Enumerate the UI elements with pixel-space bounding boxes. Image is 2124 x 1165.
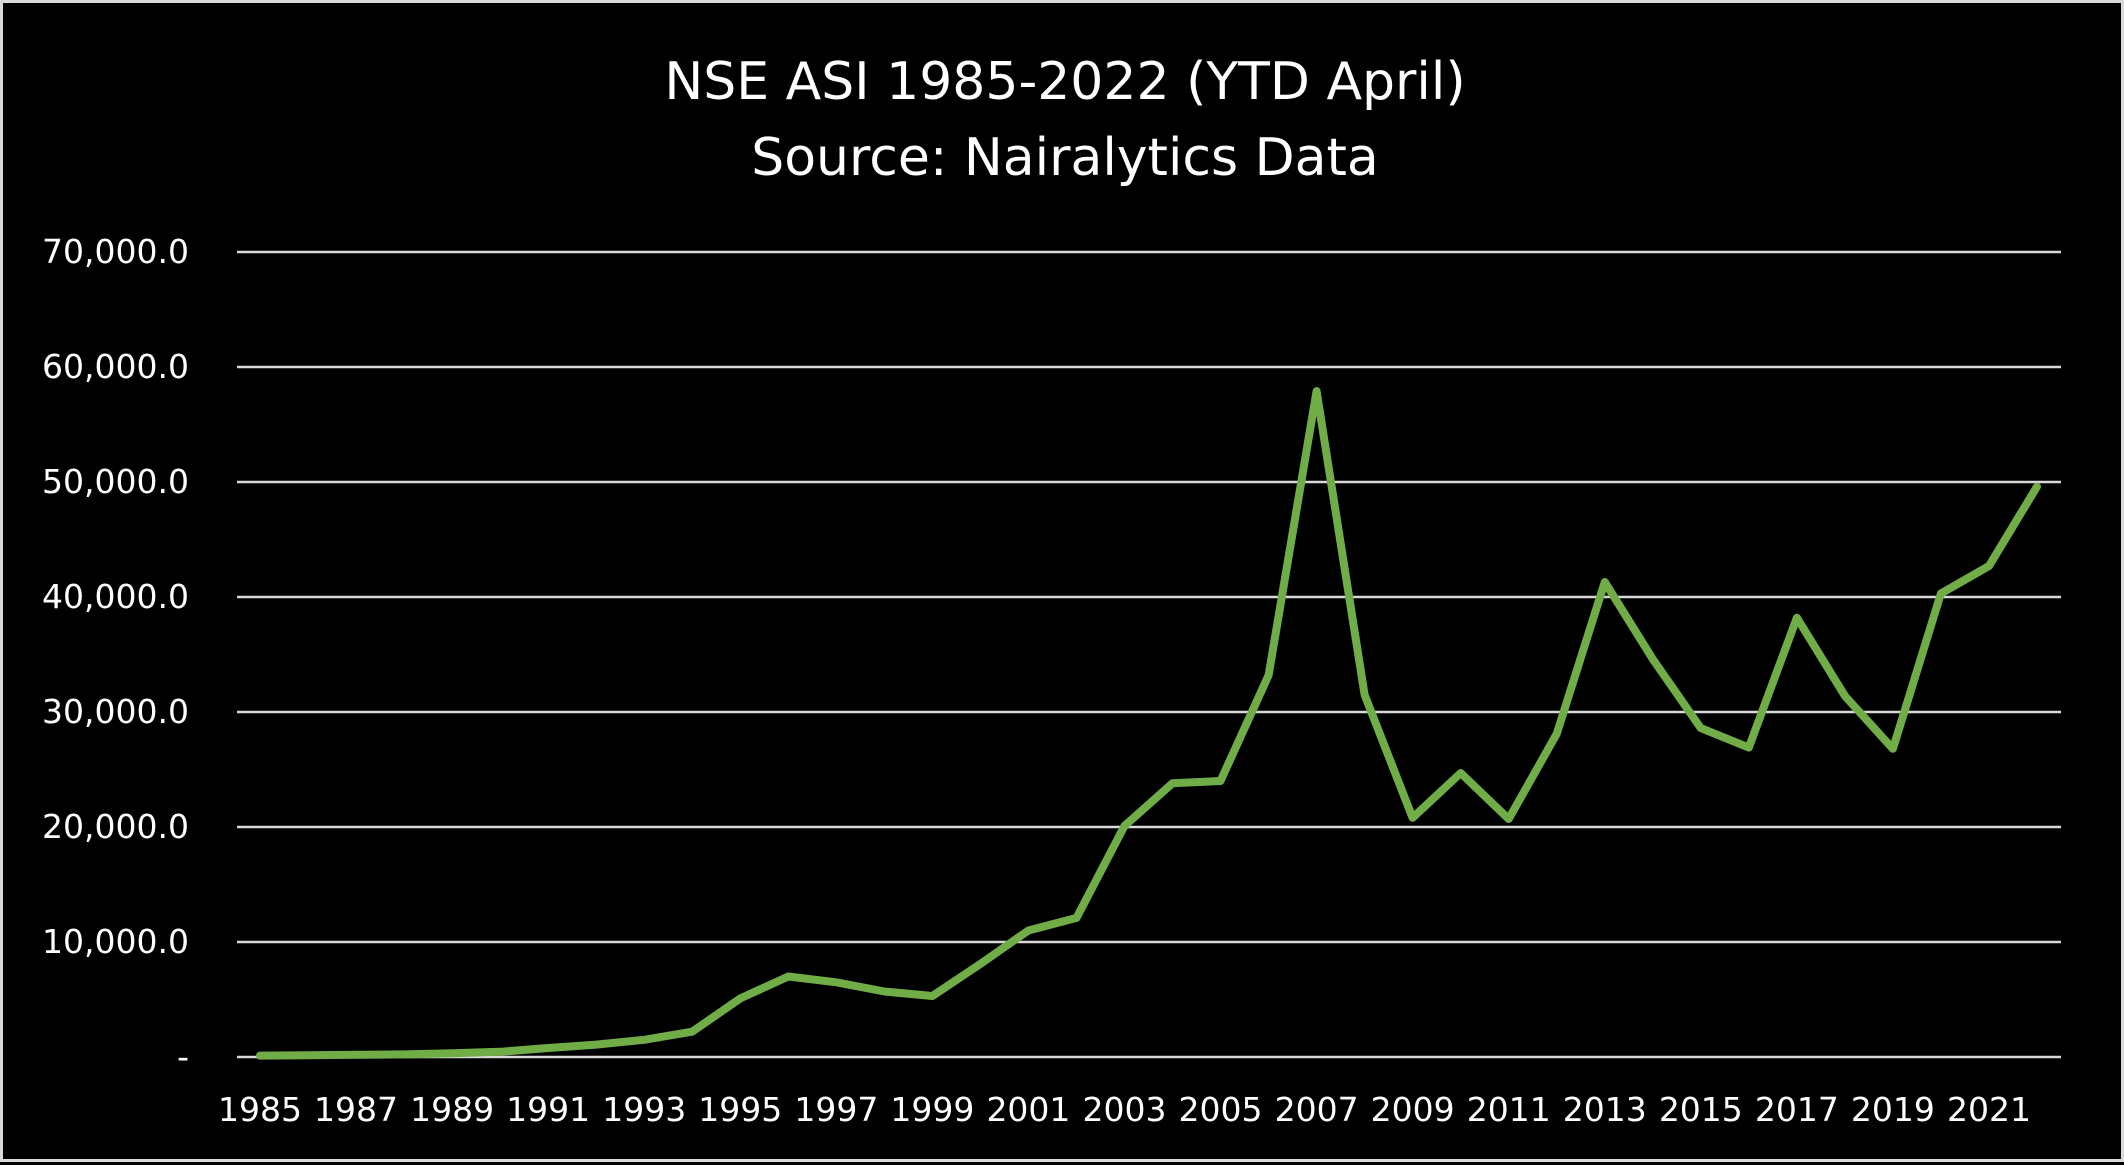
x-tick-label: 1997 (794, 1090, 878, 1129)
y-axis-tick-labels: - 10,000.0 20,000.0 30,000.0 40,000.0 50,000.… (42, 232, 189, 1076)
chart-title: NSE ASI 1985-2022 (YTD April) (664, 52, 1465, 112)
y-tick-label: 70,000.0 (42, 232, 189, 271)
y-tick-label: 50,000.0 (42, 462, 189, 501)
y-tick-label: 60,000.0 (42, 347, 189, 386)
gridlines (237, 250, 2061, 1059)
series-line (256, 387, 2041, 1060)
y-tick-label: 10,000.0 (42, 922, 189, 961)
x-tick-label: 2019 (1851, 1090, 1935, 1129)
x-tick-label: 2001 (986, 1090, 1070, 1129)
y-tick-label: - (177, 1037, 189, 1076)
y-tick-label: 20,000.0 (42, 807, 189, 846)
x-tick-label: 2015 (1659, 1090, 1743, 1129)
chart-subtitle: Source: Nairalytics Data (751, 128, 1379, 188)
x-tick-label: 2005 (1179, 1090, 1263, 1129)
x-tick-label: 2011 (1467, 1090, 1551, 1129)
x-tick-label: 2013 (1563, 1090, 1647, 1129)
x-tick-label: 2021 (1947, 1090, 2031, 1129)
x-tick-label: 1987 (314, 1090, 398, 1129)
x-tick-label: 1993 (602, 1090, 686, 1129)
line-chart: NSE ASI 1985-2022 (YTD April) Source: Na… (42, 52, 2061, 1129)
x-tick-label: 1995 (698, 1090, 782, 1129)
y-tick-label: 30,000.0 (42, 692, 189, 731)
x-tick-label: 2017 (1755, 1090, 1839, 1129)
x-axis-tick-labels: 1985 1987 1989 1991 1993 1995 1997 1999 2001 2003… (218, 1090, 2031, 1129)
y-tick-label: 40,000.0 (42, 577, 189, 616)
x-tick-label: 1985 (218, 1090, 302, 1129)
x-tick-label: 2007 (1275, 1090, 1359, 1129)
x-tick-label: 1999 (890, 1090, 974, 1129)
x-tick-label: 1991 (506, 1090, 590, 1129)
x-tick-label: 2009 (1371, 1090, 1455, 1129)
series-layer (256, 387, 2041, 1060)
x-tick-label: 2003 (1082, 1090, 1166, 1129)
x-tick-label: 1989 (410, 1090, 494, 1129)
